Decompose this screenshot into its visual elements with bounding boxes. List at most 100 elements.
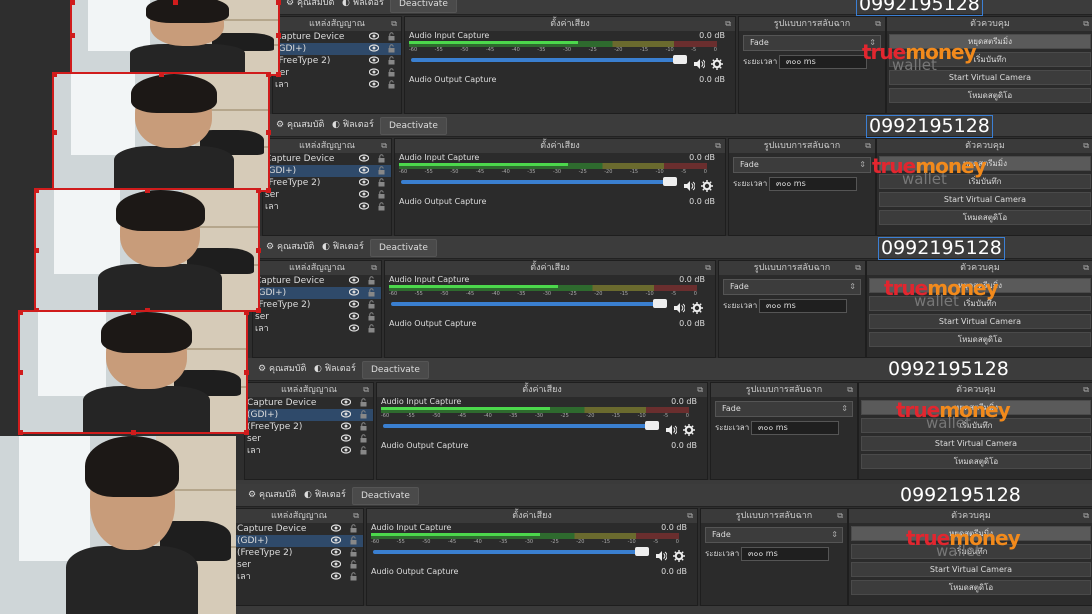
source-item[interactable]: ser xyxy=(253,311,381,323)
start-virtual-camera-button[interactable]: Start Virtual Camera xyxy=(889,70,1091,85)
dock-float-icon[interactable]: ⧉ xyxy=(715,141,721,150)
resize-handle[interactable] xyxy=(159,72,164,77)
duration-input[interactable]: ๓๐๐ ms xyxy=(741,547,829,561)
source-item[interactable]: (GDI+) xyxy=(245,409,373,421)
eye-icon[interactable] xyxy=(369,31,379,41)
source-item[interactable]: (FreeType 2) xyxy=(245,421,373,433)
lock-icon[interactable] xyxy=(378,178,385,187)
webcam-preview[interactable] xyxy=(70,0,280,76)
resize-handle[interactable] xyxy=(244,310,249,315)
dock-float-icon[interactable]: ⧉ xyxy=(371,263,377,272)
studio-mode-button[interactable]: โหมดสตูดิโอ xyxy=(851,580,1091,595)
studio-mode-button[interactable]: โหมดสตูดิโอ xyxy=(889,88,1091,103)
start-virtual-camera-button[interactable]: Start Virtual Camera xyxy=(879,192,1091,207)
dock-float-icon[interactable]: ⧉ xyxy=(391,19,397,28)
source-item[interactable]: เลา xyxy=(263,201,391,213)
eye-icon[interactable] xyxy=(369,67,379,77)
dock-float-icon[interactable]: ⧉ xyxy=(705,263,711,272)
speaker-icon[interactable] xyxy=(655,550,667,562)
start-recording-button[interactable]: เริ่มบันทึก xyxy=(889,52,1091,67)
eye-icon[interactable] xyxy=(331,547,341,557)
resize-handle[interactable] xyxy=(244,430,249,435)
eye-icon[interactable] xyxy=(341,433,351,443)
eye-icon[interactable] xyxy=(341,445,351,455)
lock-icon[interactable] xyxy=(368,324,375,333)
source-item[interactable]: Capture Device xyxy=(263,153,391,165)
source-item[interactable]: เลา xyxy=(273,79,401,91)
eye-icon[interactable] xyxy=(331,571,341,581)
source-item[interactable]: เลา xyxy=(235,571,363,583)
source-item[interactable]: Capture Device xyxy=(235,523,363,535)
lock-icon[interactable] xyxy=(368,300,375,309)
deactivate-button[interactable]: Deactivate xyxy=(370,239,437,257)
filters-button[interactable]: ◐ ฟิลเตอร์ xyxy=(296,487,354,503)
dock-float-icon[interactable]: ⧉ xyxy=(1083,141,1089,150)
deactivate-button[interactable]: Deactivate xyxy=(390,0,457,13)
lock-icon[interactable] xyxy=(360,398,367,407)
lock-icon[interactable] xyxy=(350,536,357,545)
properties-button[interactable]: ⚙ คุณสมบัติ xyxy=(250,361,314,377)
audio-input-volume-slider[interactable] xyxy=(411,55,687,64)
resize-handle[interactable] xyxy=(131,430,136,435)
resize-handle[interactable] xyxy=(18,370,23,375)
lock-icon[interactable] xyxy=(368,312,375,321)
lock-icon[interactable] xyxy=(388,80,395,89)
speaker-icon[interactable] xyxy=(665,424,677,436)
source-item[interactable]: Capture Device xyxy=(245,397,373,409)
lock-icon[interactable] xyxy=(368,288,375,297)
dock-float-icon[interactable]: ⧉ xyxy=(855,263,861,272)
dock-float-icon[interactable]: ⧉ xyxy=(697,385,703,394)
lock-icon[interactable] xyxy=(378,202,385,211)
lock-icon[interactable] xyxy=(388,44,395,53)
source-item[interactable]: (FreeType 2) xyxy=(253,299,381,311)
eye-icon[interactable] xyxy=(359,153,369,163)
eye-icon[interactable] xyxy=(341,397,351,407)
filters-button[interactable]: ◐ ฟิลเตอร์ xyxy=(306,361,364,377)
dock-float-icon[interactable]: ⧉ xyxy=(847,385,853,394)
dock-float-icon[interactable]: ⧉ xyxy=(1083,19,1089,28)
volume-slider-handle[interactable] xyxy=(635,547,649,556)
eye-icon[interactable] xyxy=(349,275,359,285)
speaker-icon[interactable] xyxy=(673,302,685,314)
resize-handle[interactable] xyxy=(276,0,281,5)
eye-icon[interactable] xyxy=(349,299,359,309)
start-virtual-camera-button[interactable]: Start Virtual Camera xyxy=(851,562,1091,577)
dock-float-icon[interactable]: ⧉ xyxy=(875,19,881,28)
lock-icon[interactable] xyxy=(378,166,385,175)
dock-float-icon[interactable]: ⧉ xyxy=(837,511,843,520)
filters-button[interactable]: ◐ ฟิลเตอร์ xyxy=(324,117,382,133)
volume-slider-handle[interactable] xyxy=(663,177,677,186)
eye-icon[interactable] xyxy=(369,79,379,89)
studio-mode-button[interactable]: โหมดสตูดิโอ xyxy=(869,332,1091,347)
resize-handle[interactable] xyxy=(173,0,178,5)
lock-icon[interactable] xyxy=(368,276,375,285)
deactivate-button[interactable]: Deactivate xyxy=(352,487,419,505)
properties-button[interactable]: ⚙ คุณสมบัติ xyxy=(258,239,322,255)
webcam-preview[interactable] xyxy=(52,72,270,192)
resize-handle[interactable] xyxy=(256,308,261,313)
speaker-icon[interactable] xyxy=(693,58,705,70)
eye-icon[interactable] xyxy=(341,409,351,419)
resize-handle[interactable] xyxy=(276,33,281,38)
resize-handle[interactable] xyxy=(145,188,150,193)
filters-button[interactable]: ◐ ฟิลเตอร์ xyxy=(334,0,392,11)
dock-float-icon[interactable]: ⧉ xyxy=(687,511,693,520)
resize-handle[interactable] xyxy=(18,430,23,435)
start-recording-button[interactable]: เริ่มบันทึก xyxy=(861,418,1091,433)
eye-icon[interactable] xyxy=(349,311,359,321)
source-item[interactable]: (GDI+) xyxy=(235,535,363,547)
webcam-preview[interactable] xyxy=(18,310,248,434)
resize-handle[interactable] xyxy=(266,72,271,77)
start-virtual-camera-button[interactable]: Start Virtual Camera xyxy=(861,436,1091,451)
eye-icon[interactable] xyxy=(369,55,379,65)
source-item[interactable]: Capture Device xyxy=(253,275,381,287)
dock-float-icon[interactable]: ⧉ xyxy=(1083,263,1089,272)
resize-handle[interactable] xyxy=(266,130,271,135)
stop-streaming-button[interactable]: หยุดสตรีมมิ่ง xyxy=(879,156,1091,171)
resize-handle[interactable] xyxy=(244,370,249,375)
start-recording-button[interactable]: เริ่มบันทึก xyxy=(869,296,1091,311)
volume-slider-handle[interactable] xyxy=(645,421,659,430)
gear-icon[interactable] xyxy=(711,58,723,70)
lock-icon[interactable] xyxy=(350,560,357,569)
resize-handle[interactable] xyxy=(131,310,136,315)
